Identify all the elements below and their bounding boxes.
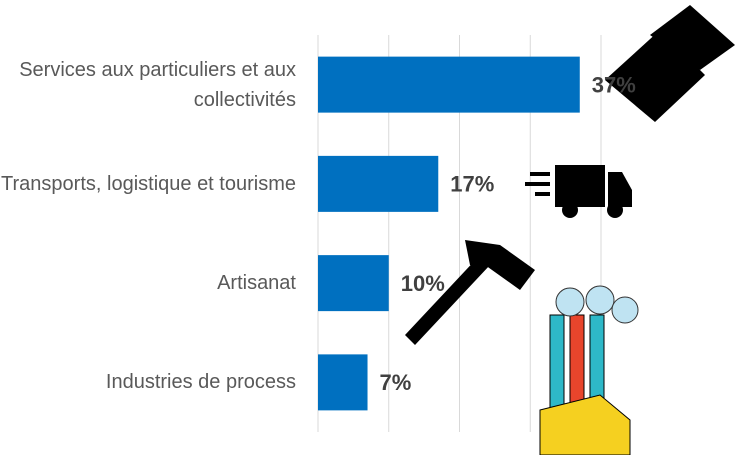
- category-label: Transports, logistique et tourisme: [1, 172, 296, 195]
- bar: [318, 56, 580, 113]
- value-label: 37%: [592, 72, 636, 97]
- paintbrush-icon: [605, 5, 735, 122]
- category-label: Artisanat: [217, 272, 296, 295]
- category-label: Industries de process: [105, 371, 296, 394]
- value-label: 10%: [401, 271, 445, 296]
- value-label: 17%: [450, 172, 494, 197]
- hammer-icon: [405, 240, 535, 345]
- category-label: Services aux particuliers et aux collect…: [19, 58, 296, 111]
- truck-icon: [525, 165, 632, 218]
- bar: [318, 255, 389, 312]
- bar: [318, 155, 439, 212]
- bar: [318, 354, 368, 411]
- factory-icon: [539, 285, 639, 455]
- value-label: 7%: [380, 370, 412, 395]
